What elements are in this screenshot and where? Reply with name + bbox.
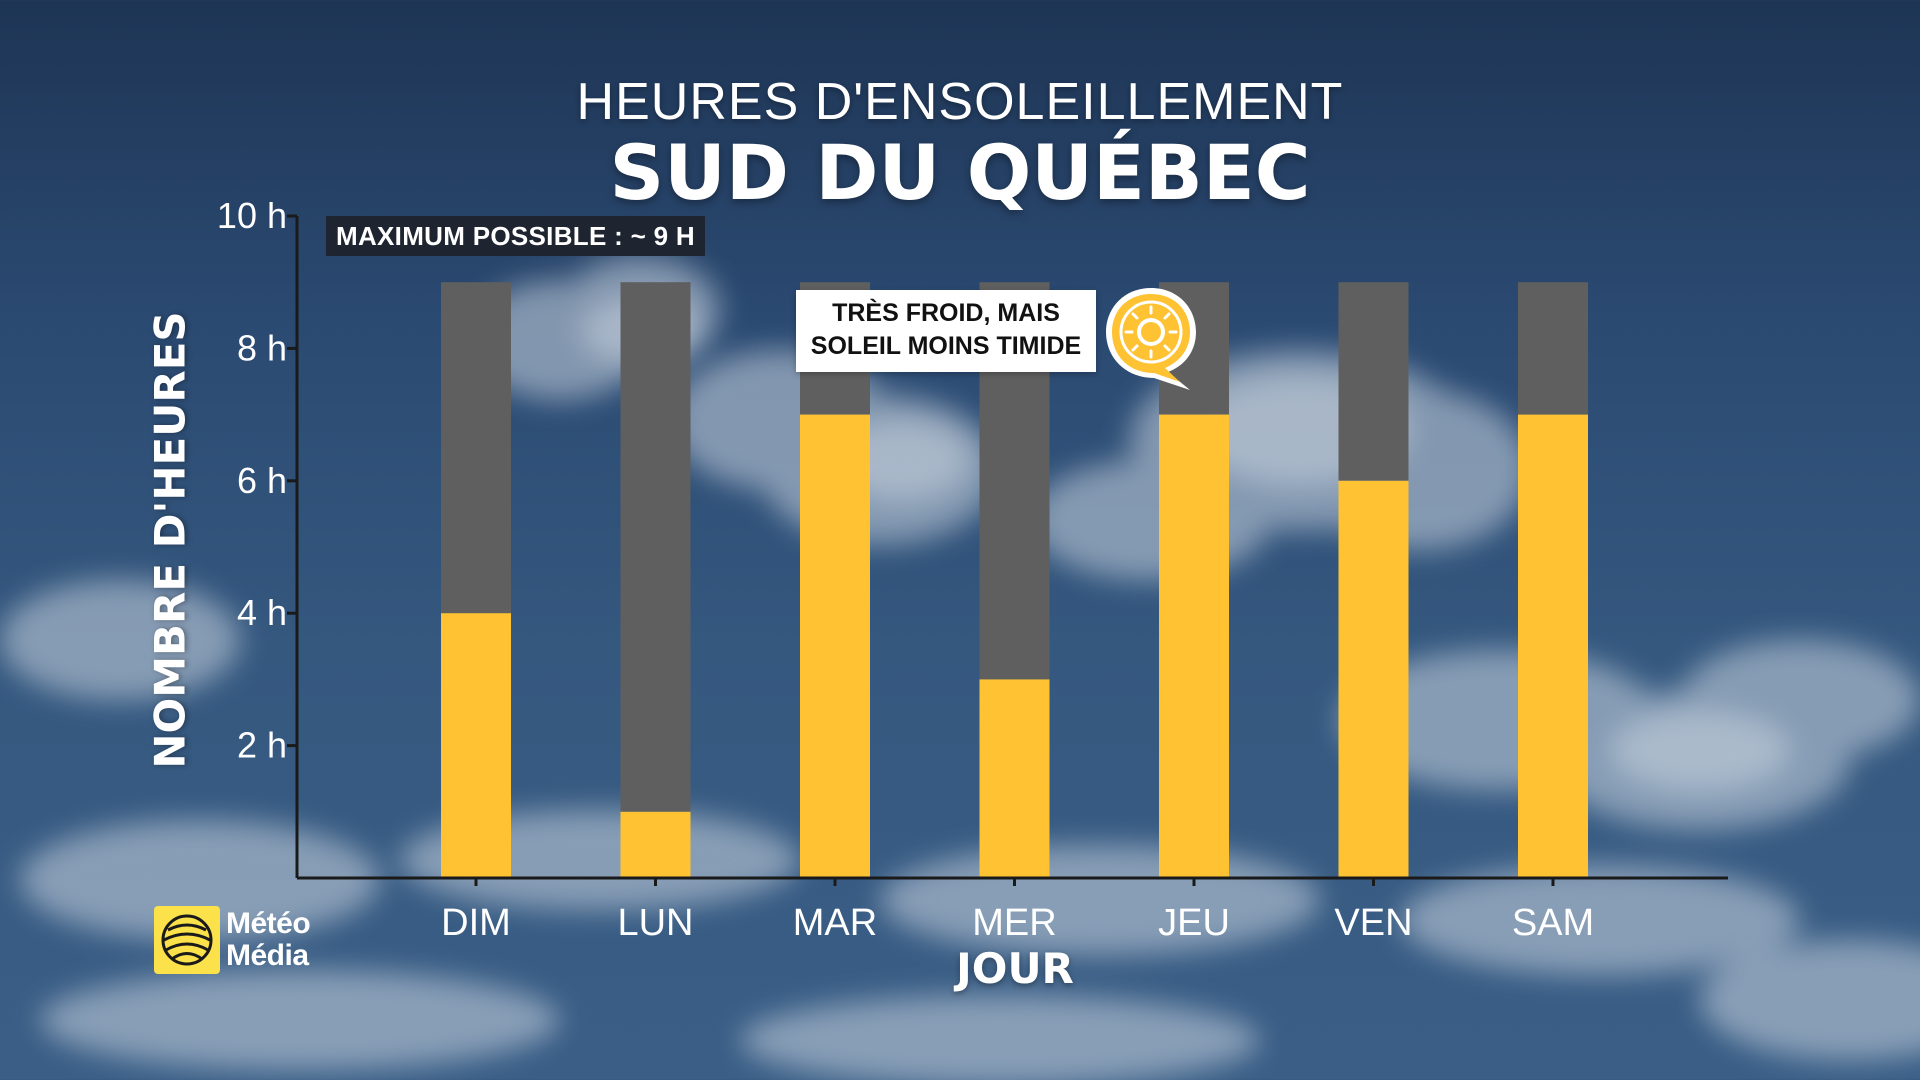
- bar-sun-lun: [620, 811, 691, 878]
- bar-remaining-lun: [620, 282, 691, 812]
- callout-line-2: SOLEIL MOINS TIMIDE: [810, 332, 1082, 360]
- bar-sun-ven: [1338, 480, 1409, 878]
- bar-remaining-sam: [1518, 282, 1588, 415]
- maximum-possible-label: MAXIMUM POSSIBLE : ~ 9 H: [326, 216, 705, 256]
- bar-sun-jeu: [1159, 414, 1229, 878]
- weather-callout: TRÈS FROID, MAIS SOLEIL MOINS TIMIDE: [796, 290, 1096, 372]
- meteo-media-logo-icon: [154, 906, 220, 974]
- x-tick-label: VEN: [1334, 902, 1412, 944]
- y-tick-label: 8 h: [237, 327, 287, 368]
- chart-title: HEURES D'ENSOLEILLEMENT: [576, 73, 1344, 131]
- x-tick-label: DIM: [441, 902, 511, 944]
- bar-remaining-dim: [441, 282, 511, 614]
- bar-sun-dim: [441, 613, 511, 878]
- bars-group: [441, 282, 1588, 878]
- x-tick-label: SAM: [1512, 902, 1594, 944]
- callout-line-1: TRÈS FROID, MAIS: [832, 299, 1060, 327]
- y-tick-label: 10 h: [217, 195, 287, 236]
- bar-remaining-ven: [1338, 282, 1409, 481]
- brand-line-2: Média: [226, 939, 309, 972]
- meteo-media-logo: Météo Média: [154, 906, 334, 978]
- y-tick-label: 6 h: [237, 460, 287, 501]
- y-tick-label: 2 h: [237, 725, 287, 766]
- sun-icon: [1106, 288, 1196, 390]
- brand-line-1: Météo: [226, 907, 311, 940]
- axes-group: [287, 214, 1728, 886]
- chart-subtitle: SUD DU QUÉBEC: [609, 128, 1311, 217]
- x-tick-label: MAR: [793, 902, 877, 944]
- bar-sun-mar: [800, 414, 870, 878]
- x-tick-label: LUN: [617, 902, 693, 944]
- x-tick-label: JEU: [1158, 902, 1230, 944]
- x-tick-label: MER: [972, 902, 1056, 944]
- tick-labels-group: DIM LUN MAR MER JEU VEN SAM 2 h 4 h 6 h 8 h 10 h: [217, 195, 1594, 944]
- y-axis-label: NOMBRE D'HEURES: [145, 311, 195, 769]
- bar-sun-sam: [1518, 414, 1588, 878]
- bar-sun-mer: [979, 679, 1050, 878]
- y-tick-label: 4 h: [237, 592, 287, 633]
- brand-wordmark: Météo Média: [226, 907, 311, 972]
- x-axis-label: JOUR: [956, 944, 1074, 993]
